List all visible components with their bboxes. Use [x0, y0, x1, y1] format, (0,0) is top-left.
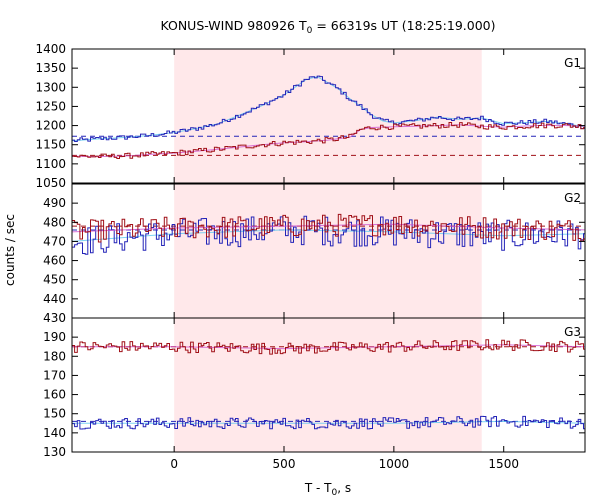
- chart-title-rest: = 66319s UT (18:25:19.000): [312, 18, 495, 33]
- y-tick-label: 180: [43, 349, 66, 363]
- panel-g2: 430 440 450 460 470 480 490 G2: [43, 183, 586, 325]
- y-tick-label: 160: [43, 388, 66, 402]
- panels: 10501100115012001250130013501400G1430440…: [35, 42, 586, 471]
- y-tick-label: 190: [43, 330, 66, 344]
- y-tick-label: 480: [43, 215, 66, 229]
- y-tick-label: 1300: [35, 80, 66, 94]
- panel-label: G1: [564, 56, 581, 70]
- y-tick-label: 460: [43, 254, 66, 268]
- y-tick-label: 1250: [35, 99, 66, 113]
- panel-label: G2: [564, 191, 581, 205]
- y-tick-label: 440: [43, 292, 66, 306]
- model-curve-red: [71, 124, 586, 158]
- series-red: [72, 339, 585, 355]
- model-curve-blue: [72, 420, 586, 424]
- y-tick-label: 1350: [35, 61, 66, 75]
- series-blue: [72, 75, 585, 142]
- y-tick-label: 430: [43, 311, 66, 325]
- y-tick-label: 1200: [35, 119, 66, 133]
- panel-frame: [71, 317, 586, 453]
- series-blue: [72, 415, 585, 430]
- chart-title-main: KONUS-WIND 980926 T: [160, 18, 306, 33]
- x-axis-title-main: T - T: [304, 481, 332, 495]
- panel-label: G3: [564, 325, 581, 339]
- x-tick-label: 0: [170, 457, 178, 471]
- y-axis-title: counts / sec: [3, 214, 17, 286]
- x-tick-label: 1000: [379, 457, 410, 471]
- chart-title-sub: 0: [307, 26, 313, 36]
- x-axis-title-rest: , s: [337, 481, 351, 495]
- x-tick-label: 1500: [488, 457, 519, 471]
- y-tick-label: 140: [43, 426, 66, 440]
- panel-g3: 130 140 150 160 170 180 190 G3: [43, 317, 586, 459]
- series-red: [72, 213, 585, 243]
- y-tick-label: 170: [43, 368, 66, 382]
- y-tick-label: 1400: [35, 42, 66, 56]
- x-axis-title-sub: 0: [332, 488, 338, 498]
- y-tick-label: 130: [43, 445, 66, 459]
- chart-title: KONUS-WIND 980926 T0 = 66319s UT (18:25:…: [160, 18, 495, 36]
- x-tick-label: 500: [273, 457, 296, 471]
- y-tick-label: 150: [43, 407, 66, 421]
- panel-frame: [71, 48, 586, 184]
- model-curve-red: [71, 223, 586, 233]
- panel-g1: 1050 1100 1150 1200 1250 1300 1350 1400 G1: [35, 42, 586, 190]
- y-tick-label: 490: [43, 196, 66, 210]
- y-tick-label: 470: [43, 234, 66, 248]
- series-red: [72, 122, 585, 159]
- y-tick-label: 450: [43, 273, 66, 287]
- highlight-interval: [174, 49, 482, 452]
- x-axis-title: T - T0, s: [304, 481, 351, 498]
- model-curve-blue: [71, 229, 586, 242]
- y-tick-label: 1100: [35, 157, 66, 171]
- y-tick-label: 1150: [35, 138, 66, 152]
- y-tick-label: 1050: [35, 176, 66, 190]
